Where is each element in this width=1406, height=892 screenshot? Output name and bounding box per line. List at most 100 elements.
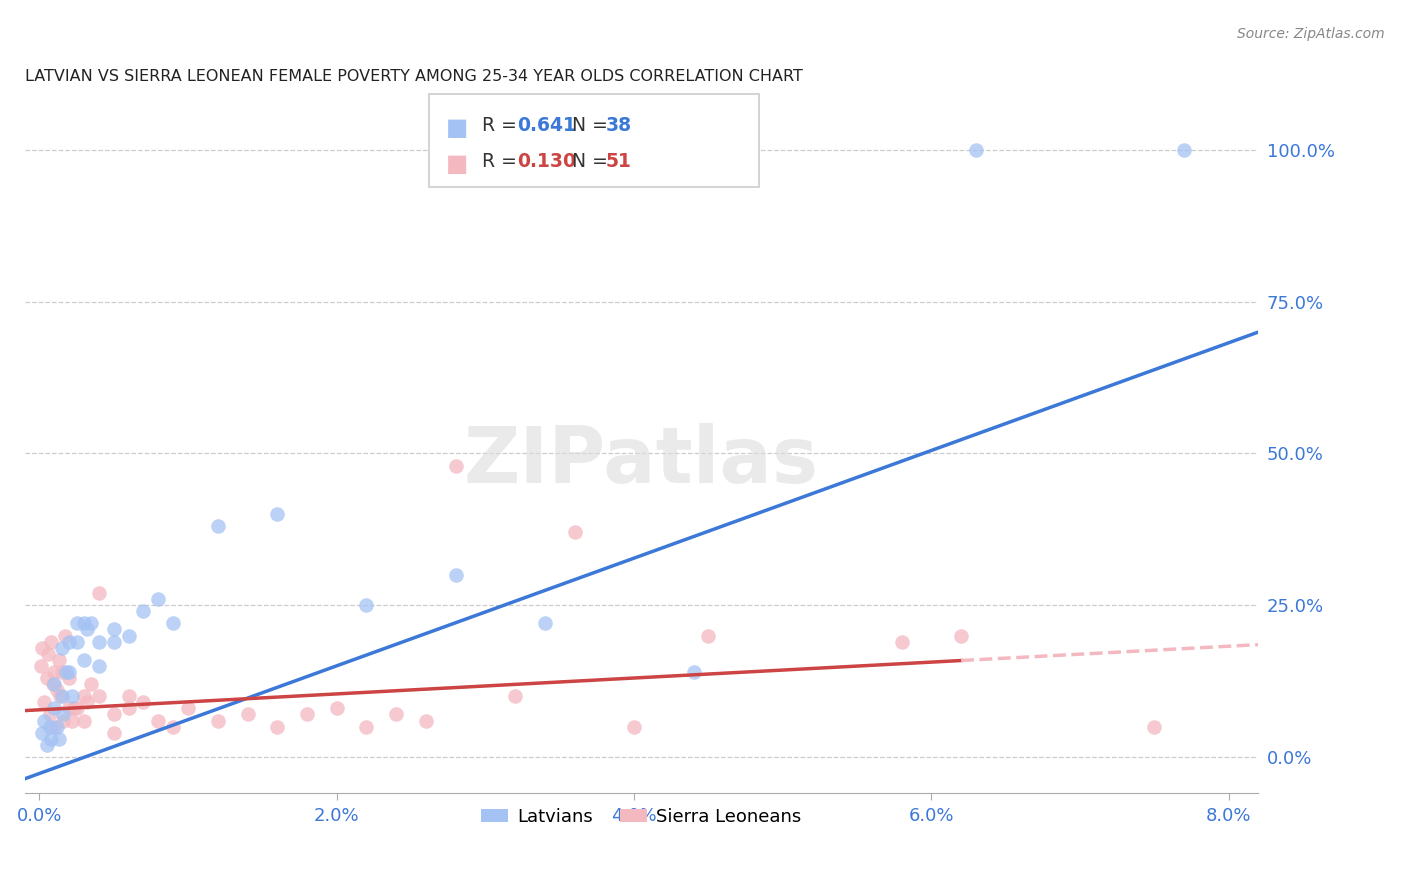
Text: 0.130: 0.130	[517, 152, 576, 170]
Point	[326, 701, 349, 715]
Point	[73, 653, 96, 667]
Point	[564, 525, 586, 540]
Text: 38: 38	[606, 116, 633, 135]
Point	[44, 677, 66, 691]
Point	[295, 707, 318, 722]
Point	[236, 707, 259, 722]
Point	[132, 695, 155, 709]
Point	[76, 623, 98, 637]
Legend: Latvians, Sierra Leoneans: Latvians, Sierra Leoneans	[474, 800, 808, 833]
Point	[60, 690, 83, 704]
Point	[42, 677, 65, 691]
Point	[31, 725, 53, 739]
Point	[32, 714, 55, 728]
Point	[385, 707, 408, 722]
Text: R =: R =	[482, 152, 523, 170]
Point	[103, 707, 125, 722]
Point	[73, 690, 96, 704]
Text: 51: 51	[606, 152, 631, 170]
Point	[444, 567, 467, 582]
Point	[356, 598, 378, 612]
Point	[51, 665, 73, 679]
Point	[87, 690, 110, 704]
Text: N =: N =	[572, 116, 614, 135]
Point	[48, 731, 70, 746]
Point	[73, 616, 96, 631]
Point	[35, 738, 58, 752]
Point	[503, 690, 526, 704]
Text: R =: R =	[482, 116, 523, 135]
Point	[52, 714, 75, 728]
Point	[30, 658, 52, 673]
Text: Source: ZipAtlas.com: Source: ZipAtlas.com	[1237, 27, 1385, 41]
Point	[73, 714, 96, 728]
Text: ■: ■	[446, 152, 468, 176]
Point	[207, 519, 229, 533]
Point	[356, 720, 378, 734]
Point	[52, 707, 75, 722]
Text: ZIPatlas: ZIPatlas	[464, 423, 818, 500]
Point	[44, 701, 66, 715]
Point	[38, 720, 60, 734]
Point	[55, 665, 77, 679]
Point	[62, 701, 84, 715]
Point	[32, 695, 55, 709]
Point	[35, 671, 58, 685]
Point	[162, 616, 184, 631]
Point	[60, 714, 83, 728]
Point	[49, 690, 72, 704]
Point	[39, 731, 62, 746]
Point	[534, 616, 557, 631]
Point	[39, 634, 62, 648]
Point	[950, 628, 973, 642]
Point	[890, 634, 912, 648]
Point	[46, 683, 69, 698]
Point	[132, 604, 155, 618]
Point	[87, 658, 110, 673]
Point	[87, 634, 110, 648]
Point	[87, 586, 110, 600]
Point	[162, 720, 184, 734]
Point	[58, 671, 80, 685]
Text: LATVIAN VS SIERRA LEONEAN FEMALE POVERTY AMONG 25-34 YEAR OLDS CORRELATION CHART: LATVIAN VS SIERRA LEONEAN FEMALE POVERTY…	[24, 69, 803, 84]
Point	[65, 616, 87, 631]
Point	[58, 701, 80, 715]
Point	[207, 714, 229, 728]
Point	[48, 653, 70, 667]
Point	[51, 640, 73, 655]
Point	[103, 725, 125, 739]
Point	[697, 628, 720, 642]
Point	[44, 720, 66, 734]
Point	[51, 690, 73, 704]
Point	[65, 634, 87, 648]
Point	[623, 720, 645, 734]
Point	[682, 665, 704, 679]
Point	[177, 701, 200, 715]
Point	[266, 720, 288, 734]
Point	[965, 143, 987, 157]
Point	[44, 665, 66, 679]
Point	[58, 665, 80, 679]
Point	[1143, 720, 1166, 734]
Point	[444, 458, 467, 473]
Point	[148, 592, 170, 607]
Point	[266, 507, 288, 521]
Point	[103, 634, 125, 648]
Point	[46, 720, 69, 734]
Point	[53, 628, 76, 642]
Point	[76, 695, 98, 709]
Point	[148, 714, 170, 728]
Point	[103, 623, 125, 637]
Point	[117, 690, 139, 704]
Point	[38, 707, 60, 722]
Point	[1173, 143, 1195, 157]
Text: ■: ■	[446, 116, 468, 140]
Point	[80, 616, 103, 631]
Point	[117, 701, 139, 715]
Point	[415, 714, 437, 728]
Point	[37, 647, 59, 661]
Point	[117, 628, 139, 642]
Point	[58, 634, 80, 648]
Text: N =: N =	[572, 152, 614, 170]
Text: 0.641: 0.641	[517, 116, 576, 135]
